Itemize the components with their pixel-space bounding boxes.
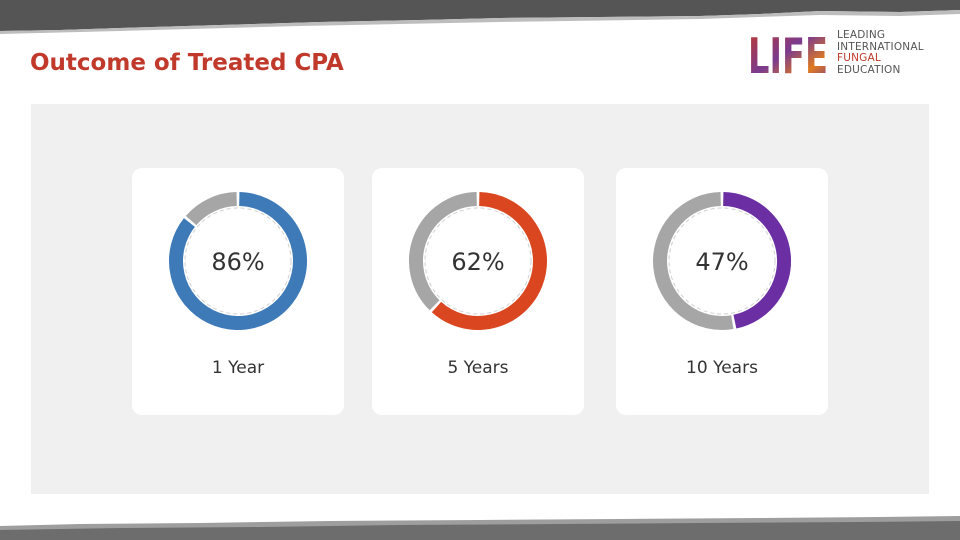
donut-value-label: 62% (451, 248, 505, 276)
donut-chart (409, 192, 547, 330)
bottom-torn-edge (0, 516, 960, 540)
donut-value-label: 86% (211, 248, 265, 276)
donut-remainder-segment (185, 192, 238, 226)
donut-value-segment (169, 192, 307, 330)
donut-card (616, 168, 828, 415)
donut-chart (653, 192, 792, 330)
donut-inner-guide (184, 207, 292, 315)
donut-remainder-segment (653, 192, 734, 330)
logo-line: EDUCATION (837, 63, 901, 76)
logo-line: INTERNATIONAL (837, 40, 924, 53)
donut-value-segment (722, 192, 792, 329)
life-logo: LIFE LEADING INTERNATIONAL FUNGAL EDUCAT… (748, 28, 938, 78)
logo-line: FUNGAL (837, 52, 881, 64)
donut-category-label: 1 Year (211, 358, 265, 378)
donut-value-segment (431, 192, 547, 330)
logo-mark-text: LIFE (748, 30, 828, 76)
life-logo-mark: LIFE (748, 30, 828, 76)
donut-category-label: 5 Years (447, 358, 509, 378)
donut-inner-guide (668, 207, 776, 315)
donut-inner-guide (424, 207, 532, 315)
logo-wordmark: LEADING INTERNATIONAL FUNGAL EDUCATION (837, 29, 924, 76)
donut-value-label: 47% (695, 248, 749, 276)
donut-chart (169, 192, 307, 330)
donut-category-label: 10 Years (686, 358, 758, 378)
top-torn-edge (0, 0, 960, 34)
donut-remainder-segment (409, 192, 478, 311)
donut-card (132, 168, 344, 415)
page-title: Outcome of Treated CPA (30, 50, 344, 76)
logo-line: LEADING (837, 29, 886, 41)
donut-card (372, 168, 584, 415)
